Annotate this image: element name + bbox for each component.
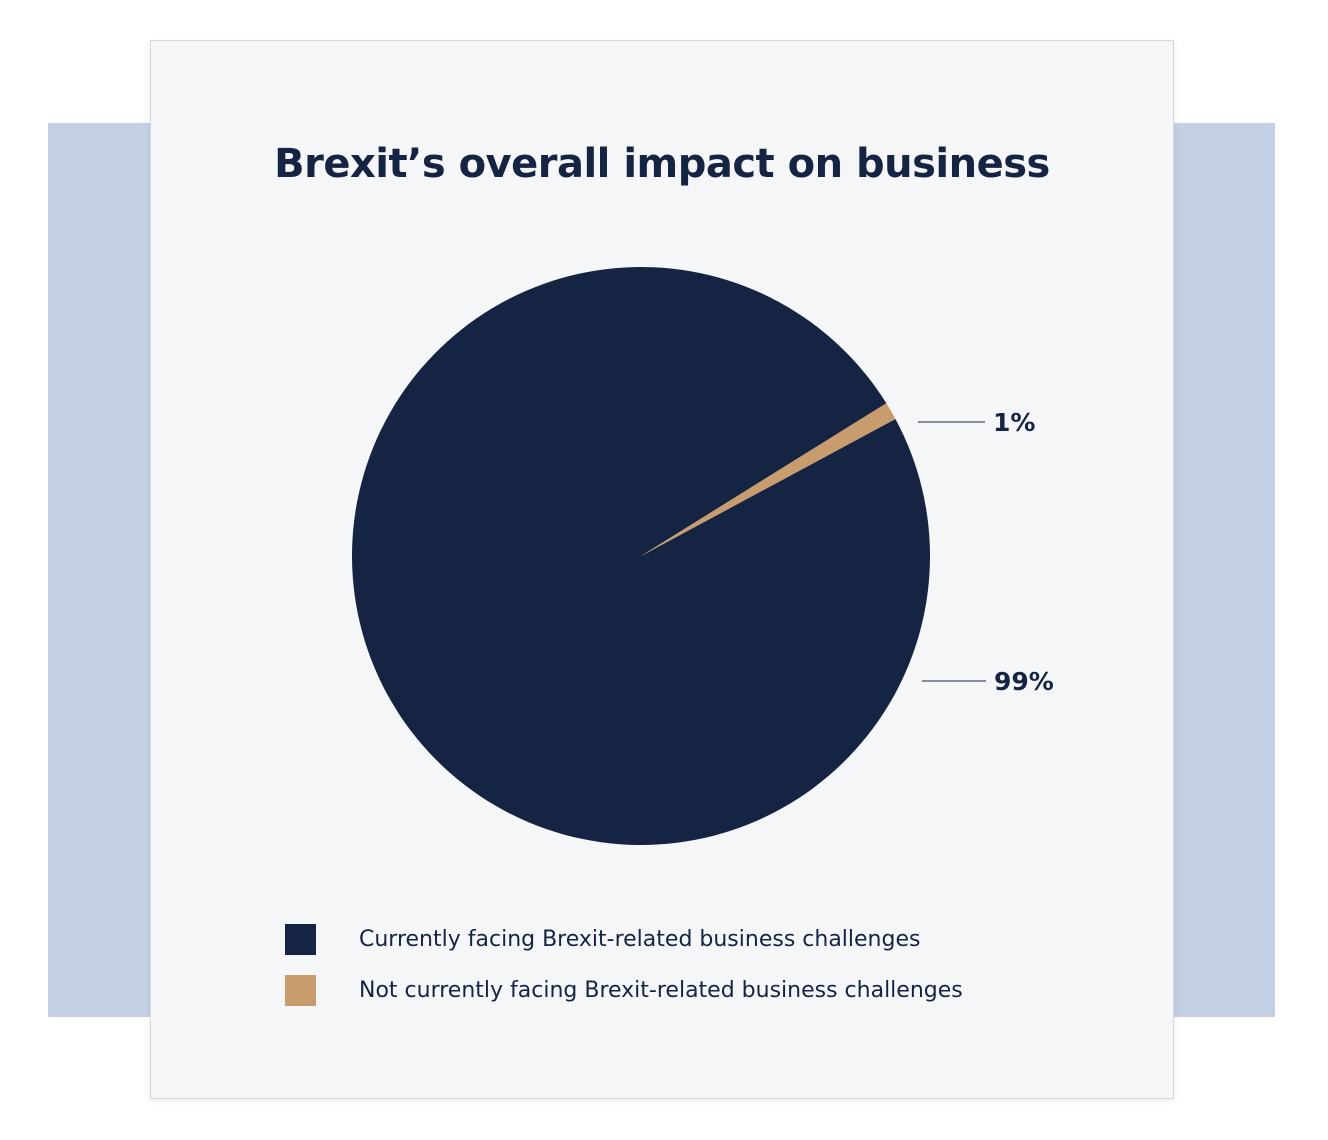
- legend-label-not-facing: Not currently facing Brexit-related busi…: [359, 977, 963, 1003]
- data-labels: 1% 99%: [993, 408, 1054, 696]
- legend-swatch-facing: [285, 923, 316, 955]
- legend-item-facing: Currently facing Brexit-related business…: [285, 923, 963, 955]
- legend-item-not-facing: Not currently facing Brexit-related busi…: [285, 974, 963, 1006]
- data-label-facing: 99%: [994, 667, 1054, 696]
- pie-slice-facing: [352, 266, 930, 845]
- pie-chart: 1% 99%: [352, 266, 1054, 845]
- legend-swatch-not-facing: [285, 974, 316, 1006]
- chart-card: Brexit’s overall impact on business 1% 99…: [150, 40, 1174, 1099]
- legend-label-facing: Currently facing Brexit-related business…: [359, 926, 921, 952]
- leader-lines: [918, 421, 986, 682]
- legend: Currently facing Brexit-related business…: [285, 923, 963, 1025]
- data-label-not-facing: 1%: [993, 408, 1035, 437]
- chart-title: Brexit’s overall impact on business: [274, 141, 1050, 187]
- pie-slice-not-facing: [641, 403, 896, 556]
- pie-slices: [352, 266, 930, 845]
